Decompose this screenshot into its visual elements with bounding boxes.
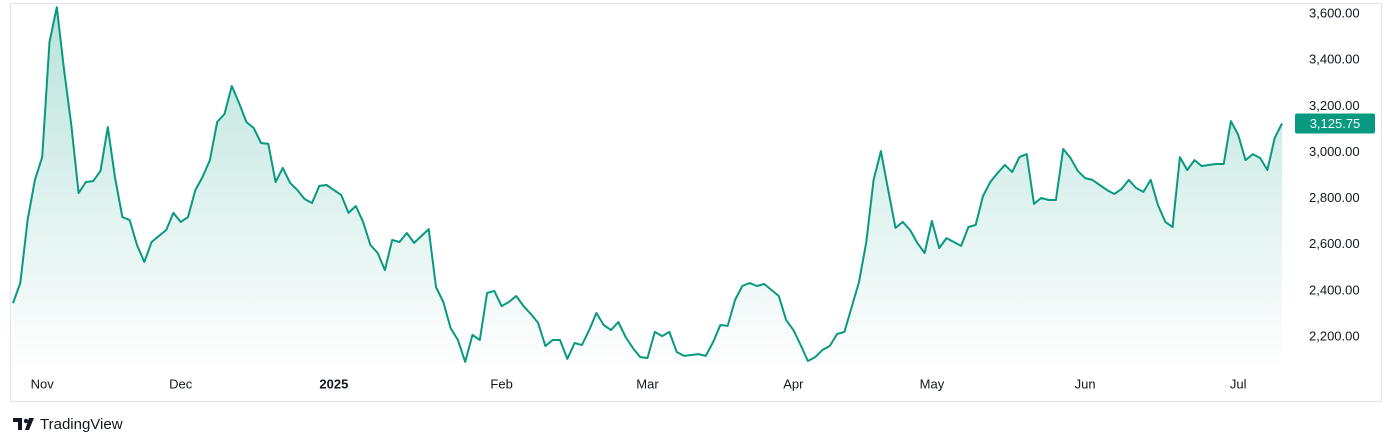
x-tick-label: Nov — [31, 376, 55, 391]
y-tick-label: 3,000.00 — [1309, 144, 1360, 159]
y-tick-label: 2,600.00 — [1309, 236, 1360, 251]
y-tick-label: 3,400.00 — [1309, 52, 1360, 67]
last-price-box — [1295, 113, 1375, 134]
brand-logo — [13, 418, 34, 430]
y-tick-label: 3,600.00 — [1309, 6, 1360, 21]
brand-name: TradingView — [40, 416, 123, 433]
y-tick-label: 2,200.00 — [1309, 328, 1360, 343]
x-tick-label: Mar — [636, 376, 659, 391]
x-tick-label: Jun — [1075, 376, 1096, 391]
y-tick-label: 2,400.00 — [1309, 282, 1360, 297]
x-tick-label: Dec — [169, 376, 193, 391]
x-tick-label: Jul — [1230, 376, 1247, 391]
price-line — [12, 6, 1283, 363]
chart-frame — [10, 3, 1382, 402]
area-fill — [13, 7, 1282, 370]
last-price-label: 3,125.75 — [1310, 116, 1361, 131]
x-tick-label: Feb — [490, 376, 512, 391]
y-tick-label: 2,800.00 — [1309, 190, 1360, 205]
x-tick-label: 2025 — [319, 376, 348, 391]
x-tick-label: May — [920, 376, 945, 391]
x-tick-label: Apr — [783, 376, 804, 391]
y-tick-label: 3,200.00 — [1309, 98, 1360, 113]
